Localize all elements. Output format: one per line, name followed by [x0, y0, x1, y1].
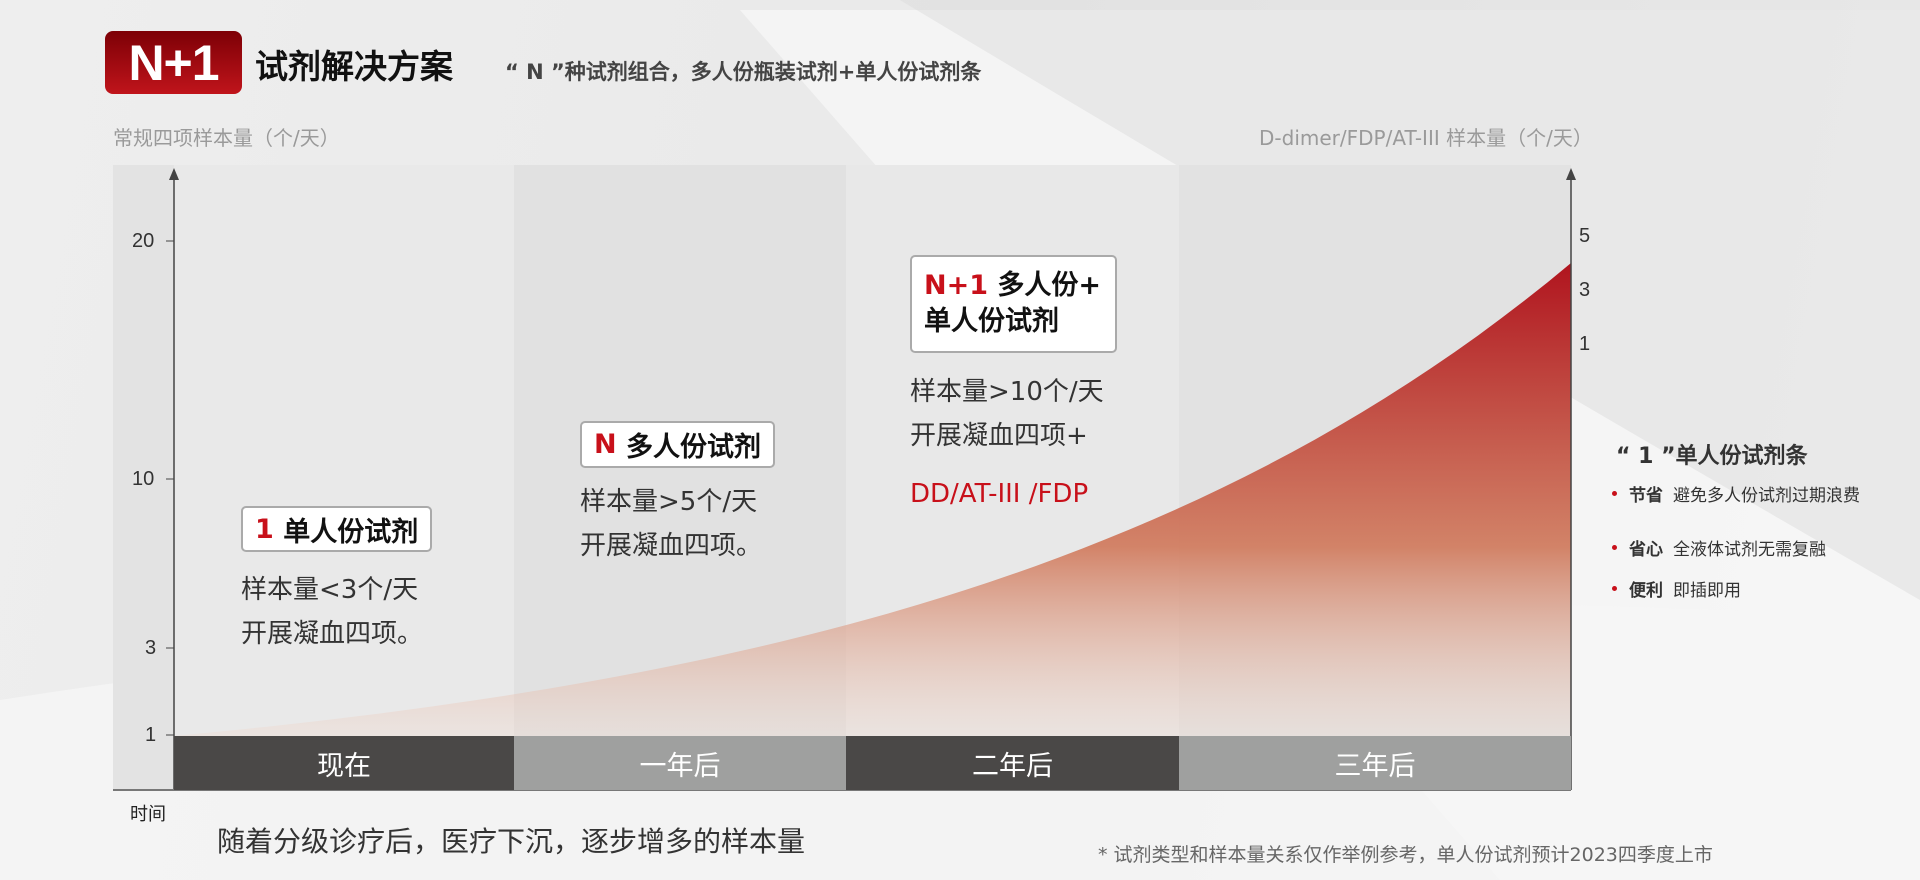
bullet-dot-icon: [1612, 491, 1617, 496]
page-subtitle: “ N ”种试剂组合，多人份瓶装试剂+单人份试剂条: [505, 60, 982, 84]
desc-line: 样本量>5个/天: [580, 487, 758, 517]
right-tick-5: 5: [1579, 225, 1591, 247]
stage-tag: 1: [255, 513, 274, 545]
desc-line: 开展凝血四项。: [241, 619, 424, 649]
stage-box-1: 1 单人份试剂: [241, 506, 433, 552]
growth-curve-area: [174, 263, 1571, 736]
stage-tag: N: [594, 429, 617, 460]
feature-text: 避免多人份试剂过期浪费: [1673, 486, 1860, 506]
stage-label: 单人份试剂: [283, 516, 419, 548]
desc-extra-red: DD/AT-III /FDP: [910, 479, 1089, 509]
stage-tag: N+1: [924, 270, 989, 301]
footnote: * 试剂类型和样本量关系仅作举例参考，单人份试剂预计2023四季度上市: [1098, 844, 1713, 866]
left-tick-3: 3: [145, 637, 157, 659]
right-tick-3: 3: [1579, 279, 1591, 301]
time-bar-year3: 三年后: [1179, 736, 1571, 790]
left-tick-1: 1: [145, 724, 157, 746]
feature-key: 便利: [1629, 581, 1663, 601]
right-tick-1: 1: [1579, 333, 1591, 355]
stage-box-n: N 多人份试剂: [580, 421, 776, 468]
right-panel-title: “ 1 ”单人份试剂条: [1616, 444, 1808, 469]
feature-item: 节省 避免多人份试剂过期浪费: [1612, 481, 1860, 506]
right-axis-arrow: [1566, 168, 1576, 180]
right-axis-label: D-dimer/FDP/AT-III 样本量（个/天）: [1259, 126, 1593, 150]
left-axis-arrow: [169, 168, 179, 180]
desc-line: 样本量>10个/天: [910, 377, 1104, 407]
feature-item: 省心 全液体试剂无需复融: [1612, 535, 1826, 560]
n-plus-1-badge: N+1: [105, 31, 242, 94]
desc-line: 开展凝血四项。: [580, 531, 763, 561]
feature-text: 即插即用: [1673, 581, 1741, 601]
time-bar-year1: 一年后: [514, 736, 846, 790]
stage-label: 多人份+: [997, 270, 1102, 301]
feature-item: 便利 即插即用: [1612, 576, 1741, 601]
x-axis-label: 时间: [130, 804, 166, 825]
stage-label-2: 单人份试剂: [924, 306, 1059, 337]
caption: 随着分级诊疗后，医疗下沉，逐步增多的样本量: [217, 825, 806, 858]
page-title: 试剂解决方案: [255, 47, 453, 86]
time-bar-year2: 二年后: [846, 736, 1179, 790]
bullet-dot-icon: [1612, 545, 1617, 550]
stage-label: 多人份试剂: [626, 432, 762, 463]
stage-box-n-plus-1: N+1 多人份+ 单人份试剂: [910, 255, 1117, 353]
column-bg-0: [174, 165, 514, 736]
left-tick-10: 10: [132, 468, 155, 490]
stage-desc-n-plus-1: 样本量>10个/天 开展凝血四项+ DD/AT-III /FDP: [910, 370, 1104, 516]
time-bar-now: 现在: [174, 736, 514, 790]
stage-desc-1: 样本量<3个/天 开展凝血四项。: [241, 568, 423, 656]
left-tick-20: 20: [132, 230, 155, 252]
feature-text: 全液体试剂无需复融: [1673, 540, 1826, 560]
stage-desc-n: 样本量>5个/天 开展凝血四项。: [580, 480, 762, 568]
desc-line: 开展凝血四项+: [910, 421, 1088, 451]
desc-line: 样本量<3个/天: [241, 575, 419, 605]
feature-key: 省心: [1629, 540, 1663, 560]
bullet-dot-icon: [1612, 586, 1617, 591]
left-axis-label: 常规四项样本量（个/天）: [113, 126, 340, 150]
feature-key: 节省: [1629, 486, 1663, 506]
